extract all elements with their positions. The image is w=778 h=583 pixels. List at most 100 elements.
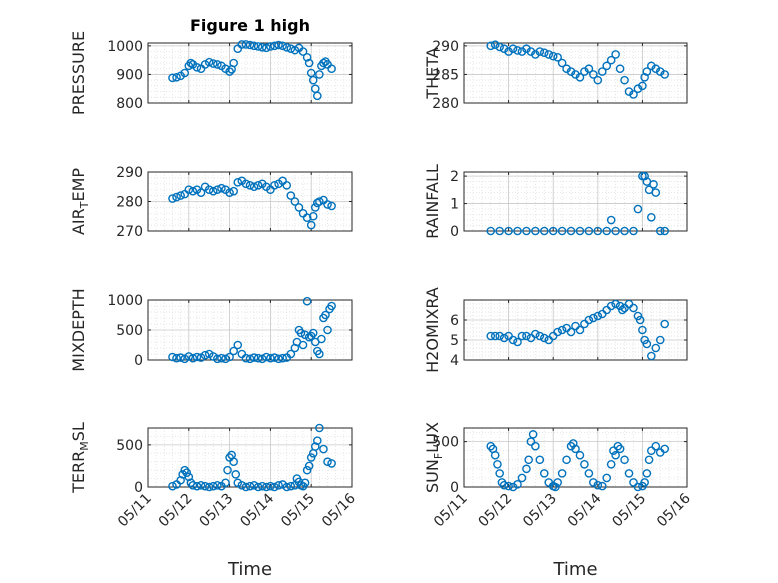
data-point [282,180,292,190]
data-point [168,73,177,83]
data-point [327,201,336,211]
y-tick-label: 5 [450,333,459,349]
data-point [517,331,527,341]
data-point [535,331,545,341]
data-point [217,183,226,193]
data-point [241,179,251,189]
data-point [606,55,616,65]
data-point [490,450,500,460]
data-point [306,453,316,462]
y-tick-label: 290 [432,39,459,55]
data-point [304,58,314,68]
y-axis-label: PRESSURE [69,31,88,115]
data-point [308,328,318,338]
data-point [308,211,318,221]
data-point [493,460,502,469]
data-point [221,478,230,488]
data-point [270,353,279,362]
data-point [319,58,328,68]
data-point [611,50,620,59]
data-point [270,41,279,51]
data-point [237,40,247,49]
data-point [495,469,504,478]
data-point [308,75,318,85]
y-tick-label: 285 [432,67,459,83]
data-point [544,50,554,59]
data-point [528,430,538,439]
data-point [262,352,271,362]
data-point [168,481,177,491]
data-point [597,309,607,319]
data-point [655,226,665,236]
data-point [535,47,545,56]
data-point [229,346,238,356]
data-point [629,90,638,99]
data-point [213,60,222,69]
data-point [642,67,652,76]
data-point [640,171,649,181]
data-point [286,191,296,200]
data-point [522,464,531,474]
data-point [233,340,243,350]
data-point [286,349,296,359]
data-point [629,303,638,313]
data-point [660,319,670,329]
data-point [257,42,267,52]
data-point [290,197,300,206]
data-point [557,325,567,335]
data-point [270,180,279,190]
y-axis-label: TERRMSL [69,422,91,494]
x-tick-label: 05/16 [319,490,359,530]
data-point [539,48,549,58]
data-point [245,354,255,364]
data-point [644,455,654,465]
data-point [615,64,625,74]
data-point [602,226,612,236]
data-point [313,91,322,101]
data-point [553,478,562,487]
data-point [651,188,661,197]
x-tick-label: 05/15 [609,491,649,531]
data-point [188,481,198,490]
data-point [204,185,214,194]
data-point [522,226,531,236]
data-point [266,481,275,491]
data-point [557,226,567,236]
data-point [606,215,616,225]
data-point [249,353,259,362]
data-point [200,481,210,491]
data-point [278,353,287,363]
data-point [571,321,580,331]
data-point [315,70,324,79]
y-tick-label: 0 [134,353,143,369]
x-tick-label: 05/13 [520,491,560,531]
subplot-h2omixra: 4 5 6 H2OMIXRA [423,287,688,373]
data-point [593,75,603,85]
data-point [486,226,496,236]
data-point [302,213,312,223]
y-tick-label: 4 [450,353,459,369]
data-point [620,226,629,236]
data-point [223,465,232,475]
data-point [633,482,643,492]
data-point [204,482,214,492]
data-point [245,40,255,50]
data-point [298,208,308,218]
axes-box [147,42,353,104]
data-point [213,185,222,194]
data-point [200,350,210,360]
y-tick-label: 800 [116,96,143,112]
x-tick-label: 05/14 [565,490,605,530]
data-point [642,339,652,349]
y-tick-label: 290 [116,165,143,181]
x-tick-label: 05/15 [278,491,318,531]
data-point [217,353,226,363]
data-point [651,343,661,353]
data-point [584,64,594,74]
data-point [225,67,234,76]
data-point [208,59,218,68]
data-point [575,72,585,82]
subplot-air-temp: 270 280 290 AIRTEMP [69,165,353,240]
data-point [539,333,549,343]
data-point [508,44,518,54]
